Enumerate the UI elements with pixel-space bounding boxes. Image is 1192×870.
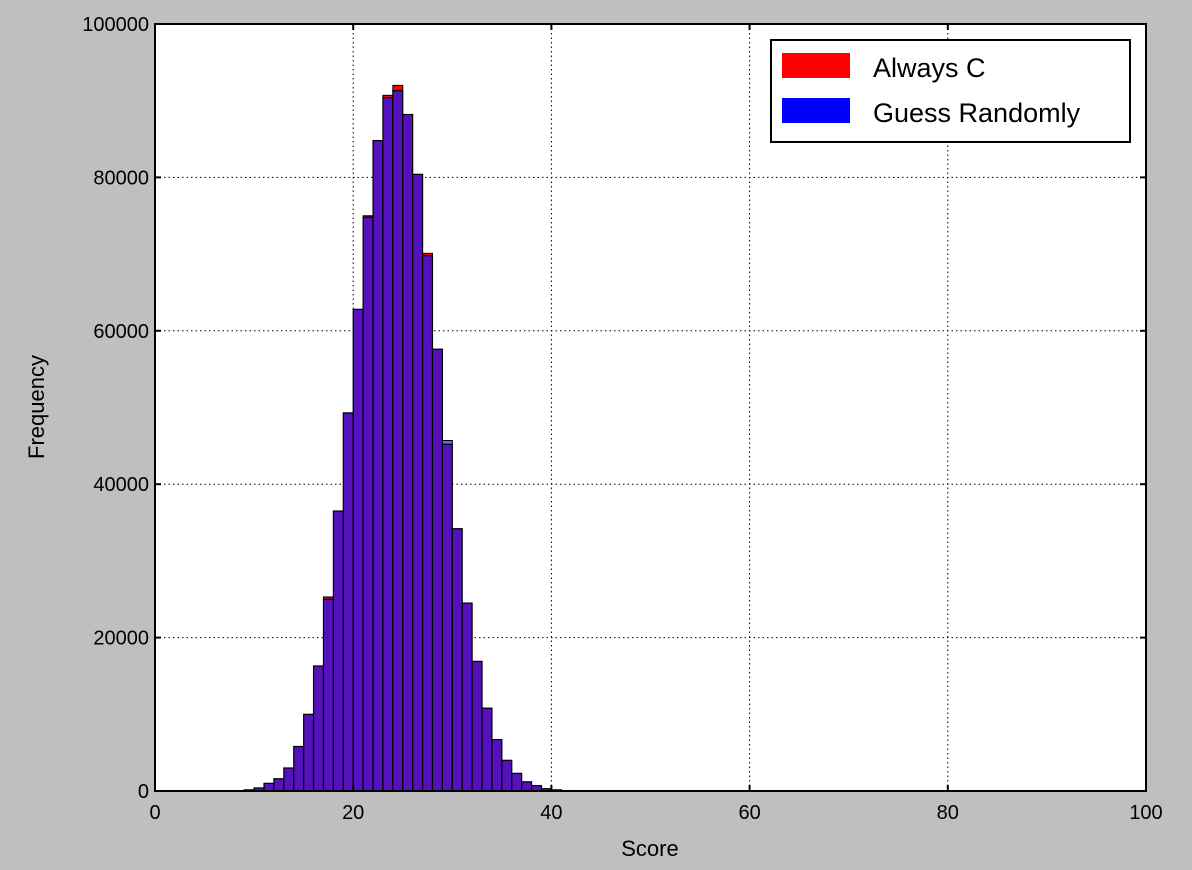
legend-label-guess-randomly: Guess Randomly bbox=[873, 98, 1081, 128]
bar-overlap bbox=[501, 759, 513, 792]
bar-overlap bbox=[451, 528, 463, 792]
y-tick-label: 80000 bbox=[93, 167, 149, 189]
bar-overlap bbox=[431, 348, 443, 792]
plot-frame bbox=[154, 23, 1147, 792]
bar-overlap bbox=[412, 173, 424, 792]
plot-area bbox=[155, 24, 1146, 791]
bar-overlap bbox=[312, 665, 325, 792]
legend-swatch-guess-randomly bbox=[782, 98, 850, 123]
bar-overlap bbox=[332, 510, 344, 792]
bar-overlap bbox=[322, 598, 334, 792]
bar-overlap bbox=[293, 745, 305, 792]
x-tick-labels: 0 20 40 60 80 100 bbox=[149, 802, 1162, 824]
x-tick-label: 100 bbox=[1129, 802, 1162, 824]
bar-overlap bbox=[481, 707, 493, 792]
axis-ticks bbox=[154, 23, 1147, 792]
bar-overlap bbox=[372, 139, 384, 792]
bar-overlap bbox=[273, 778, 285, 792]
x-tick-label: 60 bbox=[738, 802, 760, 824]
bar-overlap bbox=[362, 216, 374, 792]
bar-overlap bbox=[352, 308, 364, 792]
bar-overlap bbox=[461, 602, 473, 792]
y-tick-labels: 0 20000 40000 60000 80000 100000 bbox=[82, 14, 149, 803]
bar-overlap bbox=[392, 90, 404, 792]
x-axis-label: Score bbox=[621, 836, 678, 861]
legend: Always C Guess Randomly bbox=[770, 39, 1131, 143]
bar-overlap bbox=[421, 255, 434, 792]
x-tick-label: 40 bbox=[540, 802, 562, 824]
x-tick-label: 80 bbox=[937, 802, 959, 824]
bar-overlap bbox=[342, 412, 354, 792]
bar-overlap bbox=[283, 767, 295, 792]
y-tick-label: 60000 bbox=[93, 321, 149, 343]
bar-overlap bbox=[402, 113, 414, 792]
legend-swatch-always-c bbox=[782, 53, 850, 78]
x-tick-label: 20 bbox=[342, 802, 364, 824]
legend-label-always-c: Always C bbox=[873, 53, 986, 83]
bar-overlap bbox=[382, 97, 394, 792]
bar-always-c-excess bbox=[392, 84, 404, 92]
bar-overlap bbox=[441, 443, 453, 792]
y-tick-label: 40000 bbox=[93, 474, 149, 496]
bar-overlap bbox=[491, 739, 503, 792]
bar-overlap bbox=[303, 713, 315, 792]
y-tick-label: 20000 bbox=[93, 628, 149, 650]
y-tick-label: 100000 bbox=[82, 14, 149, 36]
y-axis-label: Frequency bbox=[24, 355, 49, 459]
histogram-bars bbox=[233, 84, 602, 792]
x-tick-label: 0 bbox=[149, 802, 160, 824]
bar-overlap bbox=[263, 782, 275, 792]
bar-overlap bbox=[521, 781, 533, 792]
bar-overlap bbox=[471, 660, 483, 792]
y-tick-label: 0 bbox=[138, 781, 149, 803]
bar-overlap bbox=[511, 772, 523, 792]
